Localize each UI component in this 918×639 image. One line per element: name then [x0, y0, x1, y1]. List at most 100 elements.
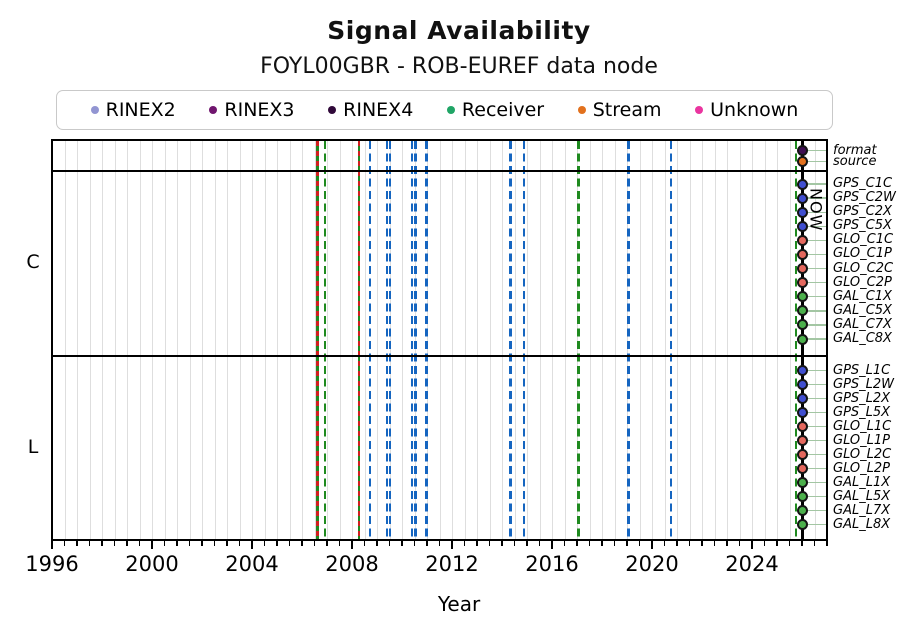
x-minor-tick — [538, 541, 541, 546]
x-minor-tick — [776, 541, 778, 546]
gridline — [727, 141, 728, 539]
legend-label: RINEX4 — [343, 99, 414, 121]
gridline — [264, 141, 266, 539]
x-major-tick — [251, 541, 253, 549]
gridline — [164, 141, 166, 539]
row-leader-line — [800, 225, 827, 227]
gridline — [514, 141, 516, 539]
gridline — [777, 141, 778, 539]
x-minor-tick — [63, 541, 66, 546]
x-minor-tick — [676, 541, 678, 546]
gridline — [127, 141, 128, 539]
event-line — [388, 141, 392, 539]
now-marker-dot — [797, 449, 808, 460]
x-minor-tick — [76, 541, 78, 546]
row-label: GPS_C2W — [833, 190, 896, 206]
row-label: GPS_L5X — [833, 404, 891, 420]
legend-marker-icon — [328, 106, 337, 114]
x-minor-tick — [576, 541, 578, 546]
now-marker-dot — [797, 477, 808, 488]
event-line — [385, 141, 389, 539]
row-leader-line — [800, 253, 827, 256]
x-minor-tick — [626, 541, 628, 546]
x-minor-tick — [488, 541, 491, 546]
row-label: GLO_L2P — [833, 460, 891, 476]
now-marker-dot — [797, 435, 808, 446]
legend-marker-icon — [90, 106, 99, 114]
gridline — [527, 141, 528, 539]
x-minor-tick — [238, 541, 241, 546]
x-major-tick — [651, 541, 653, 549]
x-minor-tick — [463, 541, 466, 546]
x-minor-tick — [213, 541, 216, 546]
gridline — [589, 141, 591, 539]
gridline — [639, 141, 641, 539]
now-marker-dot — [797, 178, 808, 190]
x-minor-tick — [363, 541, 366, 546]
x-minor-tick — [413, 541, 416, 546]
row-leader-line — [800, 149, 827, 152]
x-tick-label: 2004 — [225, 552, 279, 576]
legend: RINEX2 RINEX3 RINEX4 Receiver Stream Unknown — [56, 90, 833, 130]
gridline — [64, 141, 66, 539]
row-leader-line — [800, 211, 827, 213]
gridline — [327, 141, 328, 539]
now-marker-dot — [797, 248, 808, 260]
chart-title: Signal Availability — [327, 16, 591, 45]
top-spine — [51, 139, 828, 141]
now-marker-dot — [797, 277, 808, 289]
now-marker-dot — [797, 505, 808, 516]
chart-subtitle: FOYL00GBR - ROB-EUREF data node — [260, 54, 658, 79]
row-leader-line — [800, 267, 827, 270]
event-line — [414, 141, 418, 539]
now-marker-dot — [797, 220, 808, 232]
row-leader-line — [800, 467, 827, 470]
x-major-tick — [351, 541, 353, 549]
row-leader-line — [800, 495, 827, 498]
gridline — [677, 141, 678, 539]
row-label: GLO_C1P — [833, 246, 892, 262]
x-minor-tick — [738, 541, 741, 546]
gridline — [114, 141, 116, 539]
event-line — [316, 141, 320, 539]
legend-label: Receiver — [461, 99, 545, 121]
gridline — [752, 141, 753, 539]
x-minor-tick — [526, 541, 528, 546]
legend-marker-icon — [209, 106, 218, 114]
row-label: format — [833, 142, 877, 158]
legend-item: RINEX4 — [328, 99, 413, 121]
row-label: GLO_L2C — [833, 446, 892, 462]
event-line — [357, 141, 361, 539]
x-major-tick — [751, 541, 753, 549]
x-minor-tick — [513, 541, 516, 546]
x-minor-tick — [613, 541, 616, 546]
event-line — [576, 141, 580, 539]
x-minor-tick — [476, 541, 478, 546]
gridline — [502, 141, 503, 539]
x-major-tick — [151, 541, 153, 549]
row-leader-line — [800, 239, 827, 242]
gridline — [714, 141, 716, 539]
x-minor-tick — [376, 541, 378, 546]
x-minor-tick — [588, 541, 591, 546]
legend-item: Stream — [577, 99, 662, 121]
row-label: GPS_L2X — [833, 390, 891, 406]
row-label: GPS_L2W — [833, 376, 895, 392]
gridline — [227, 141, 228, 539]
legend-item: Unknown — [695, 99, 798, 121]
x-minor-tick — [288, 541, 291, 546]
gridline — [539, 141, 541, 539]
row-label: GLO_C2P — [833, 274, 892, 290]
gridline — [602, 141, 603, 539]
gridline — [477, 141, 478, 539]
row-leader-line — [800, 453, 827, 456]
gridline — [314, 141, 316, 539]
gridline — [89, 141, 91, 539]
row-label: GLO_C1C — [833, 232, 894, 248]
x-tick-label: 2000 — [125, 552, 179, 576]
x-minor-tick — [263, 541, 266, 546]
x-minor-tick — [301, 541, 303, 546]
gridline — [77, 141, 78, 539]
now-marker-dot — [797, 206, 808, 218]
x-minor-tick — [726, 541, 728, 546]
